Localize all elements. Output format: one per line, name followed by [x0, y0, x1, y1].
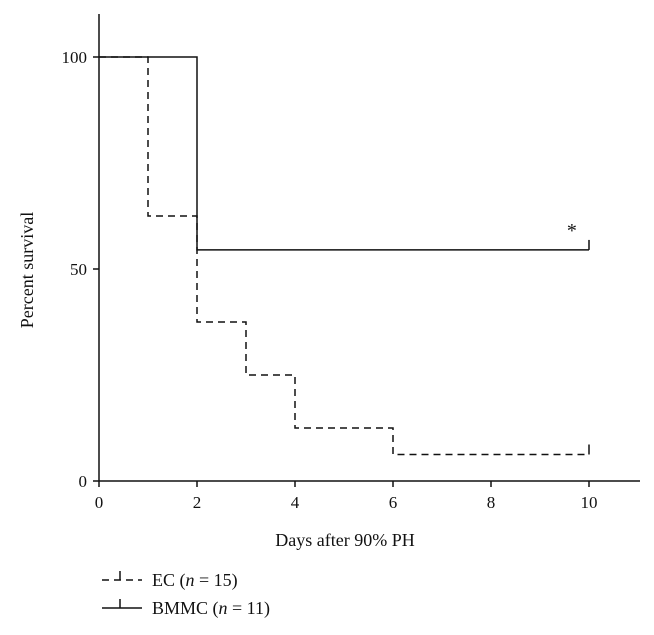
significance-annotation: *	[567, 220, 577, 242]
x-axis-ticks: 0 2 4 6 8 10	[95, 481, 598, 512]
y-tick-label: 50	[70, 260, 87, 279]
series-line-bmmc	[99, 56, 589, 251]
x-tick-label: 8	[487, 493, 496, 512]
legend-label-bmmc: BMMC (n = 11)	[152, 598, 270, 619]
y-axis-title: Percent survival	[17, 212, 37, 328]
x-tick-label: 6	[389, 493, 398, 512]
annotations: *	[567, 220, 577, 242]
x-tick-label: 4	[291, 493, 300, 512]
legend: EC (n = 15) BMMC (n = 11)	[102, 570, 270, 619]
y-axis-ticks: 0 50 100	[62, 48, 99, 491]
y-tick-label: 0	[79, 472, 88, 491]
legend-label-ec: EC (n = 15)	[152, 570, 238, 591]
x-axis-title: Days after 90% PH	[275, 530, 414, 550]
x-tick-label: 0	[95, 493, 104, 512]
x-tick-label: 2	[193, 493, 202, 512]
series-lines	[99, 56, 590, 456]
x-tick-label: 10	[581, 493, 598, 512]
axes	[98, 14, 640, 482]
series-line-ec	[99, 56, 589, 456]
y-tick-label: 100	[62, 48, 88, 67]
